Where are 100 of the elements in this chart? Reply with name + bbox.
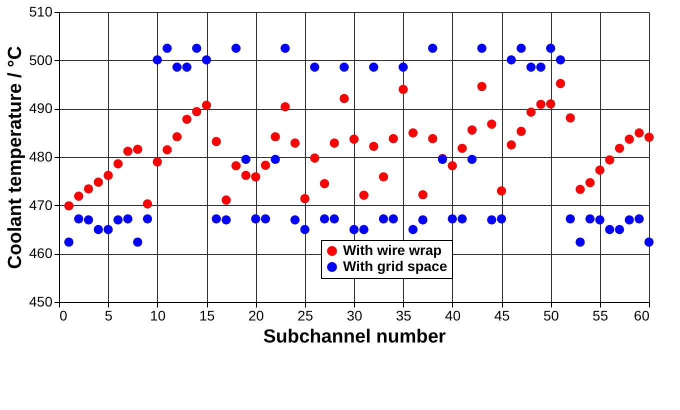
- point: [94, 224, 103, 234]
- point: [428, 134, 438, 144]
- point: [477, 82, 486, 92]
- x-tick-label: 20: [248, 308, 264, 324]
- point: [614, 144, 624, 153]
- point: [566, 214, 575, 224]
- point: [260, 214, 270, 224]
- point: [84, 184, 94, 194]
- point: [182, 114, 192, 124]
- point: [536, 100, 546, 109]
- point: [222, 215, 231, 224]
- point: [359, 190, 368, 200]
- point: [152, 55, 162, 64]
- point: [378, 214, 388, 224]
- point: [231, 161, 241, 170]
- x-tick-label: 35: [396, 308, 412, 324]
- point: [556, 55, 566, 64]
- point: [477, 44, 486, 53]
- point: [330, 214, 339, 224]
- point: [467, 125, 477, 135]
- point: [340, 94, 349, 104]
- point: [624, 215, 634, 224]
- point: [516, 126, 526, 136]
- point: [585, 214, 595, 224]
- point: [487, 215, 496, 224]
- point: [104, 224, 113, 234]
- point: [448, 161, 457, 170]
- point: [260, 160, 270, 170]
- point: [280, 102, 290, 112]
- point: [526, 62, 536, 72]
- point: [566, 113, 575, 122]
- point: [546, 44, 556, 53]
- point: [408, 224, 418, 234]
- point: [133, 144, 142, 154]
- point: [74, 214, 84, 224]
- x-tick-label: 15: [199, 308, 215, 324]
- point: [605, 155, 614, 164]
- point: [202, 55, 212, 64]
- y-axis-title: Coolant temperature / °C: [5, 46, 26, 269]
- point: [506, 140, 516, 150]
- point: [310, 153, 320, 163]
- point: [113, 159, 123, 168]
- point: [162, 145, 172, 154]
- y-tick-label: 490: [29, 100, 53, 116]
- point: [644, 237, 654, 247]
- point: [634, 128, 644, 138]
- x-tick-label: 10: [150, 308, 166, 324]
- point: [142, 214, 152, 224]
- point: [152, 157, 162, 166]
- point: [398, 62, 408, 72]
- point: [585, 178, 595, 188]
- point: [310, 62, 320, 72]
- point: [162, 44, 172, 53]
- point: [202, 100, 212, 110]
- point: [369, 142, 378, 151]
- point: [123, 146, 132, 156]
- point: [330, 138, 339, 148]
- x-tick-label: 45: [494, 308, 510, 324]
- point: [556, 78, 566, 88]
- point: [536, 62, 546, 72]
- point: [418, 215, 428, 224]
- point: [605, 224, 614, 234]
- point: [448, 214, 457, 224]
- point: [280, 44, 290, 53]
- point: [251, 214, 260, 224]
- legend-label: With wire wrap: [343, 242, 442, 258]
- point: [270, 154, 280, 164]
- x-tick-label: 0: [60, 308, 68, 324]
- point: [113, 215, 123, 224]
- x-tick-label: 5: [104, 308, 113, 324]
- point: [123, 214, 132, 224]
- point: [369, 62, 378, 72]
- point: [418, 190, 428, 200]
- x-tick-label: 50: [543, 308, 560, 324]
- point: [231, 44, 241, 53]
- point: [349, 224, 359, 234]
- y-tick-label: 510: [29, 4, 53, 20]
- point: [398, 84, 408, 94]
- point: [172, 132, 182, 142]
- point: [467, 154, 477, 164]
- y-tick-label: 480: [29, 148, 53, 164]
- y-tick-label: 460: [29, 245, 53, 262]
- point: [251, 172, 260, 182]
- point: [300, 224, 310, 234]
- point: [222, 195, 231, 205]
- point: [212, 214, 221, 224]
- point: [340, 62, 349, 72]
- point: [241, 170, 250, 180]
- point: [388, 134, 398, 144]
- point: [64, 237, 74, 247]
- x-tick-label: 30: [346, 308, 362, 324]
- x-tick-label: 25: [298, 308, 314, 324]
- point: [359, 224, 368, 234]
- point: [64, 201, 74, 210]
- point: [487, 120, 496, 129]
- point: [496, 186, 506, 196]
- point: [133, 237, 142, 247]
- y-tick-label: 500: [29, 52, 53, 68]
- y-tick-label: 470: [29, 196, 53, 213]
- point: [212, 136, 221, 146]
